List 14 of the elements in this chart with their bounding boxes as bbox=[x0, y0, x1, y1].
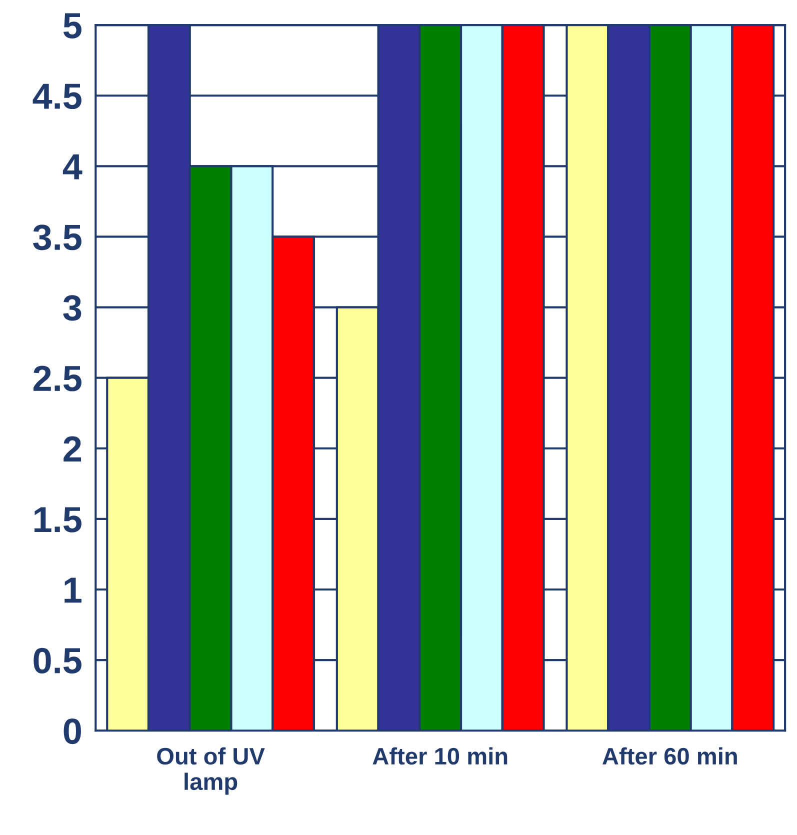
y-tick-label: 5 bbox=[63, 13, 82, 38]
y-tick-label: 4.5 bbox=[32, 84, 82, 110]
y-tick-label: 1.5 bbox=[34, 507, 82, 532]
y-tick-label: 3 bbox=[63, 295, 82, 321]
y-tick-label: 1 bbox=[64, 578, 82, 603]
y-tick-label: 3.5 bbox=[33, 224, 82, 250]
y-tick-label: 2.5 bbox=[34, 366, 82, 392]
y-tick-label: 4 bbox=[62, 154, 82, 180]
x-tick-label: After 60 min bbox=[602, 747, 737, 765]
y-tick-label: 0 bbox=[64, 718, 81, 744]
y-tick-label: 0.5 bbox=[34, 648, 82, 674]
x-tick-label: Out of UV lamp bbox=[157, 747, 265, 795]
x-tick-label: After 10 min bbox=[372, 747, 508, 765]
y-tick-label: 2 bbox=[64, 436, 81, 462]
